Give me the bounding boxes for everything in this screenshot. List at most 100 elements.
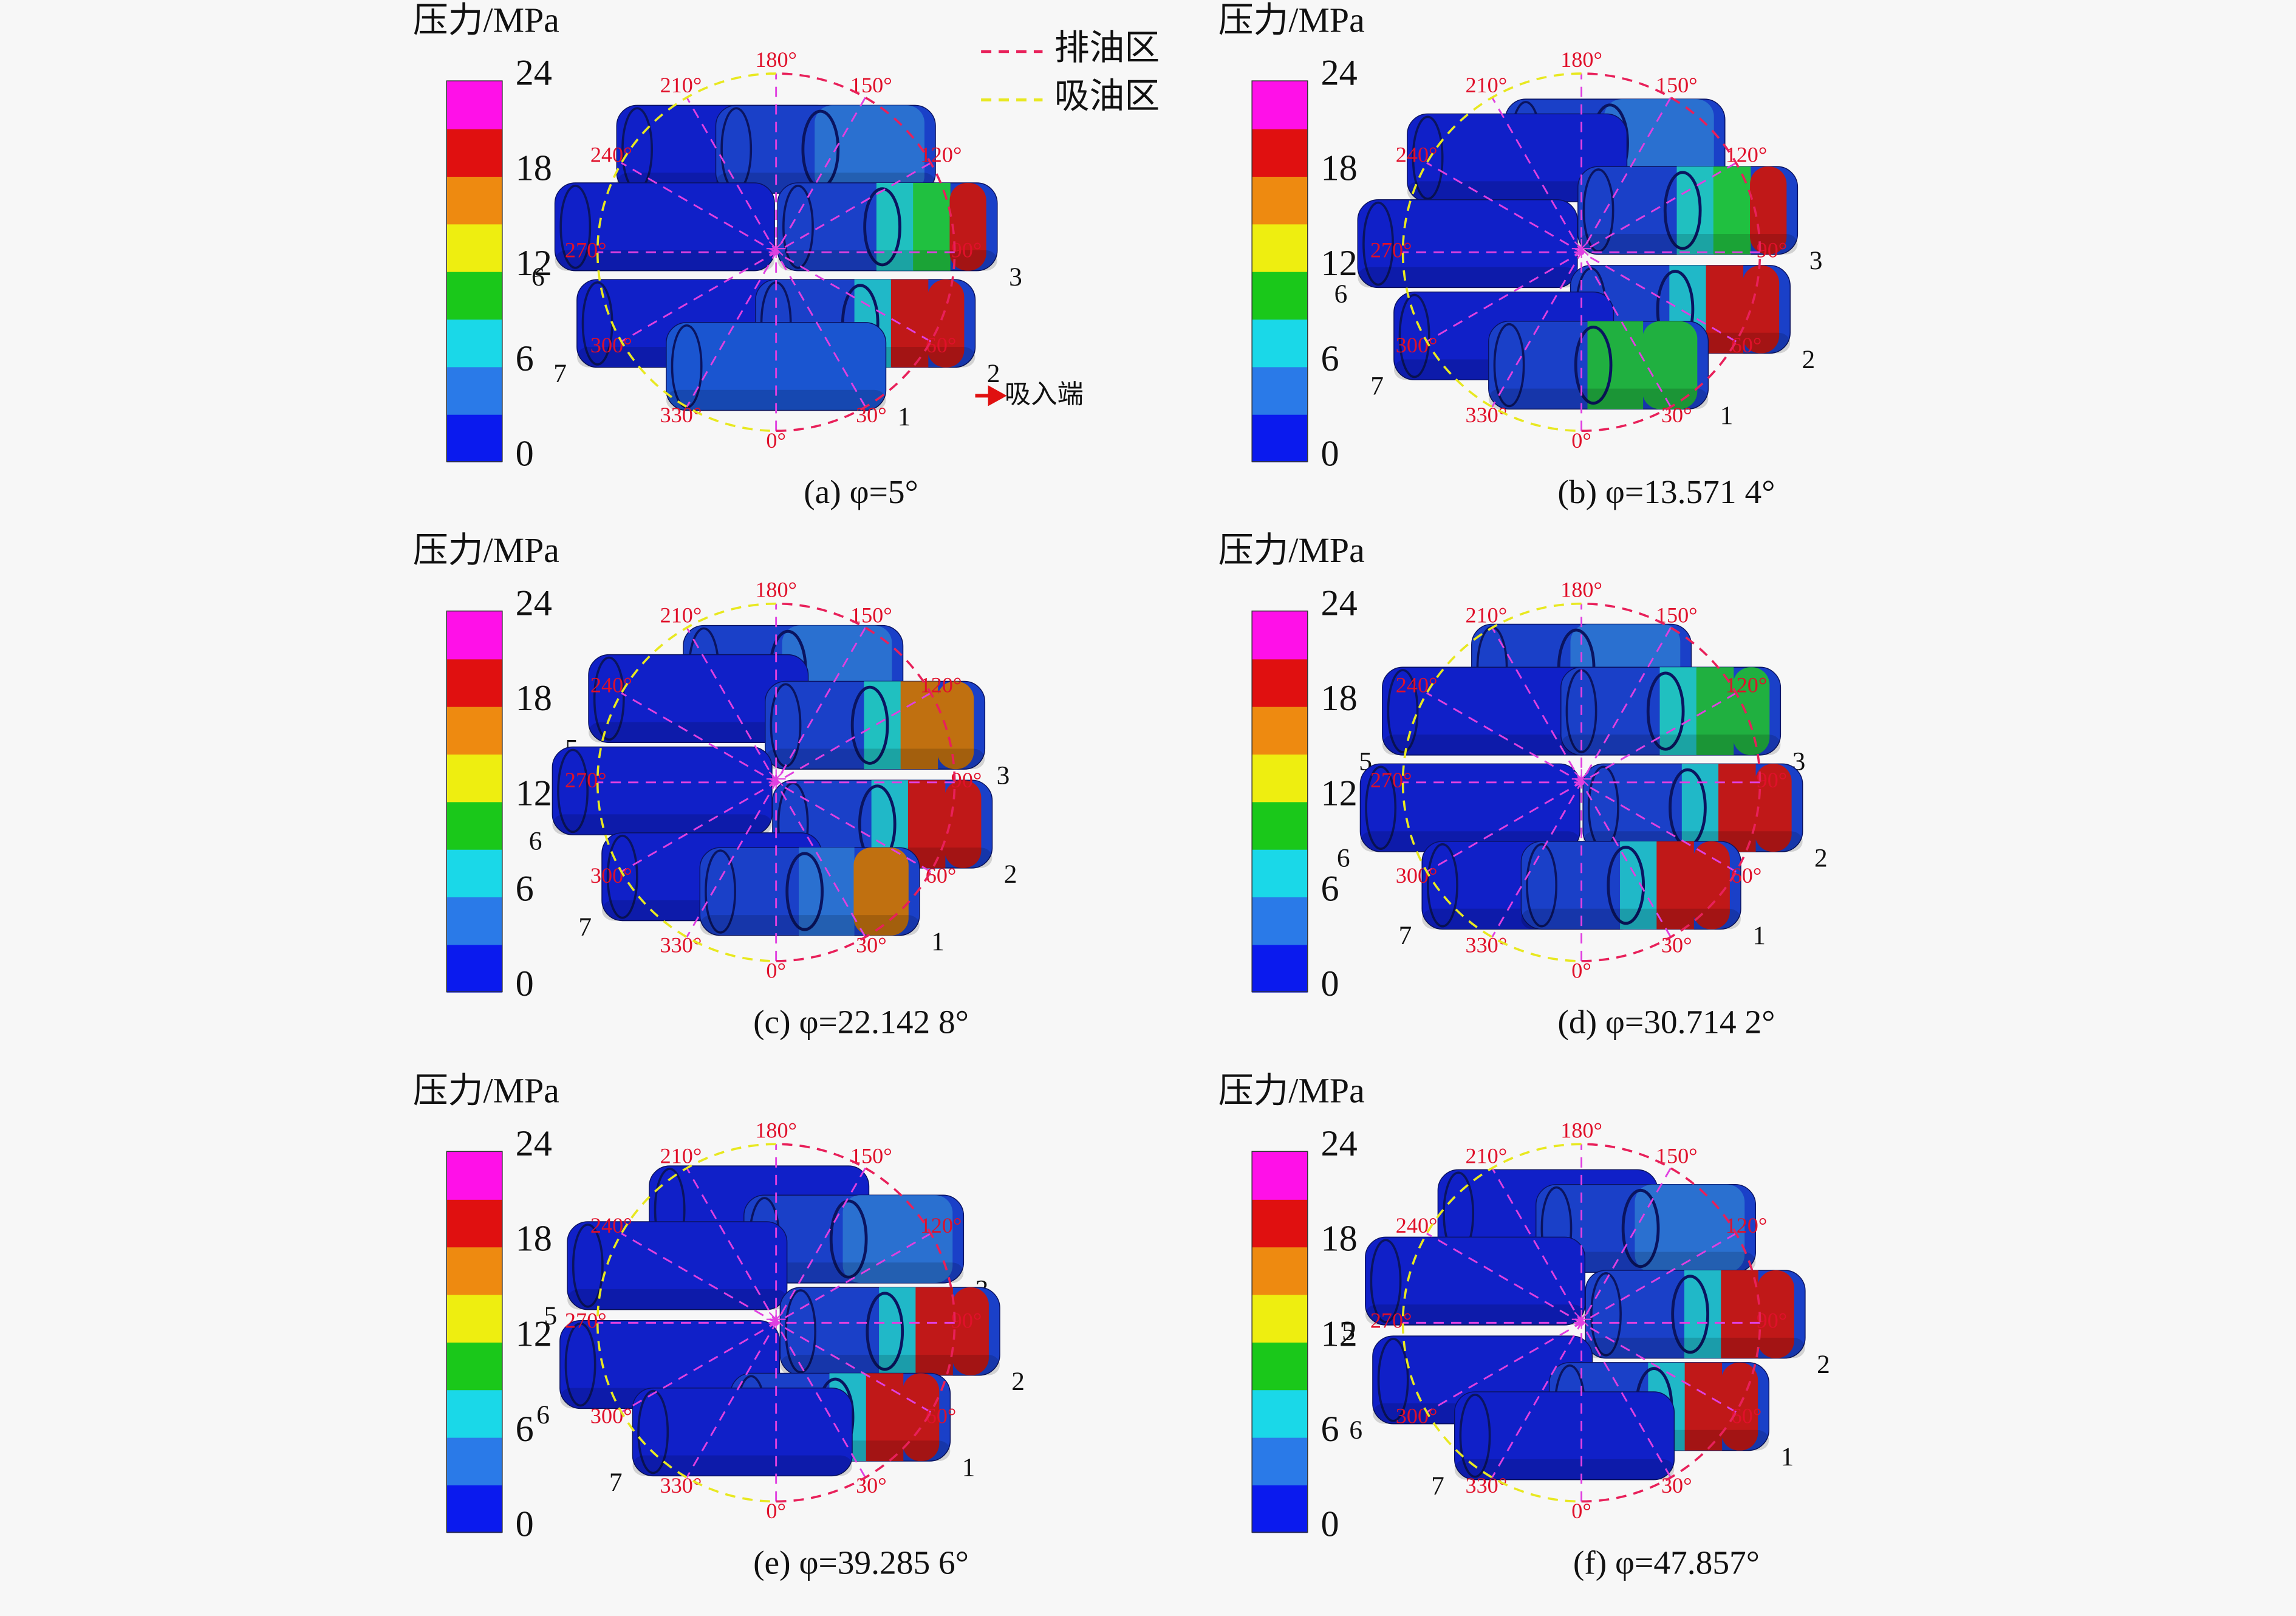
caption: (e) φ=39.285 6° — [753, 1544, 969, 1581]
piston: 5 — [544, 1221, 788, 1330]
piston-end — [1398, 293, 1430, 378]
colorbar-tick: 24 — [516, 53, 552, 94]
colorbar-tick: 6 — [1321, 868, 1339, 909]
angle-label: 0° — [1571, 1499, 1591, 1523]
colorbar-band — [446, 176, 502, 225]
piston-label: 5 — [1342, 1316, 1355, 1346]
colorbar-tick: 18 — [516, 678, 552, 719]
colorbar-band — [1252, 366, 1308, 415]
colorbar-band — [446, 414, 502, 463]
angle-label: 30° — [1661, 403, 1692, 427]
angle-label: 30° — [856, 403, 887, 427]
piston-shade — [1454, 1459, 1675, 1480]
radial-line — [1491, 1167, 1672, 1478]
center-mark: ✳ — [765, 235, 787, 264]
piston-label: 1 — [931, 927, 945, 956]
piston-end — [1362, 201, 1394, 286]
piston-label: 7 — [1431, 1471, 1444, 1501]
colorbar-frame — [446, 1151, 503, 1533]
angle-label: 120° — [920, 143, 962, 167]
angle-label: 210° — [660, 73, 702, 97]
piston-end — [1377, 1338, 1409, 1422]
colorbar-frame — [1251, 611, 1308, 993]
angle-label: 60° — [1731, 1403, 1762, 1428]
angle-label: 300° — [590, 333, 632, 357]
colorbar-band — [446, 366, 502, 415]
piston-end — [559, 184, 592, 269]
colorbar-band — [446, 896, 502, 945]
angle-label: 90° — [951, 768, 982, 792]
piston-label: 7 — [1399, 921, 1412, 950]
piston-label: 3 — [997, 761, 1010, 790]
colorbar-band — [1252, 1484, 1308, 1533]
colorbar-band — [1252, 1199, 1308, 1248]
piston-shade — [700, 915, 920, 936]
center-mark: ✳ — [1570, 235, 1592, 264]
colorbar-tick: 6 — [516, 338, 534, 379]
angle-label: 270° — [565, 768, 607, 792]
angle-label: 300° — [1396, 333, 1438, 357]
piston: 6 — [1334, 199, 1578, 309]
angle-label: 180° — [1560, 578, 1602, 602]
piston-bore — [1574, 325, 1613, 405]
piston-segment — [949, 182, 986, 271]
angle-label: 330° — [1466, 933, 1508, 957]
colorbar-band — [446, 753, 502, 803]
radial-line — [1491, 627, 1672, 938]
piston-label: 1 — [1720, 401, 1734, 430]
piston-end — [572, 1224, 604, 1308]
piston-segment — [1755, 764, 1792, 852]
piston: 3 — [1560, 666, 1805, 776]
colorbar-band — [446, 81, 502, 129]
colorbar-title: 压力/MPa — [413, 0, 559, 39]
angle-label: 60° — [926, 333, 957, 357]
colorbar-band — [1252, 753, 1308, 803]
piston: 7 — [1431, 1391, 1675, 1501]
colorbar-tick: 12 — [516, 1313, 552, 1354]
angle-label: 30° — [1661, 1473, 1692, 1498]
caption: (a) φ=5° — [804, 473, 918, 510]
piston-end — [564, 1322, 596, 1407]
colorbar-tick: 6 — [1321, 1409, 1339, 1450]
piston-end — [1590, 1272, 1622, 1357]
radial-line — [686, 627, 866, 938]
piston-label: 7 — [1370, 372, 1384, 401]
piston-segment — [1721, 1270, 1758, 1358]
piston-shade — [777, 250, 997, 271]
colorbar-tick: 12 — [1321, 773, 1357, 814]
piston-segment — [1757, 1270, 1794, 1358]
piston-end — [785, 1289, 817, 1374]
colorbar-tick: 18 — [516, 1219, 552, 1259]
piston-shade — [1585, 1337, 1805, 1358]
colorbar-band — [446, 944, 502, 993]
colorbar-title: 压力/MPa — [1218, 530, 1365, 570]
piston-shade — [1358, 267, 1577, 288]
piston-bore — [863, 187, 901, 267]
piston-shade — [765, 748, 985, 770]
piston-segment — [952, 1287, 989, 1375]
colorbar-tick: 18 — [1321, 148, 1357, 188]
colorbar-tick: 12 — [516, 243, 552, 284]
center-mark: ✳ — [1570, 1306, 1592, 1335]
colorbar-tick: 0 — [516, 433, 534, 474]
colorbar-band — [1252, 1151, 1308, 1200]
colorbar-tick: 12 — [1321, 243, 1357, 284]
piston: 5 — [1359, 666, 1603, 776]
colorbar-band — [1252, 176, 1308, 225]
piston: 1 — [666, 322, 911, 431]
piston-segment — [928, 279, 965, 368]
piston-shade — [1365, 1304, 1585, 1325]
colorbar-frame — [446, 611, 503, 993]
angle-label: 210° — [660, 603, 702, 628]
angle-label: 330° — [660, 933, 702, 957]
colorbar-band — [1252, 706, 1308, 755]
colorbar-tick: 0 — [1321, 433, 1339, 474]
piston-shade — [567, 1289, 787, 1310]
colorbar-band — [446, 1341, 502, 1391]
colorbar-band — [1252, 801, 1308, 850]
colorbar-frame — [446, 80, 503, 462]
piston-body — [1365, 1236, 1586, 1326]
legend-suction: 吸油区 — [1054, 77, 1160, 116]
colorbar-title: 压力/MPa — [1218, 0, 1365, 39]
angle-label: 180° — [755, 47, 797, 72]
